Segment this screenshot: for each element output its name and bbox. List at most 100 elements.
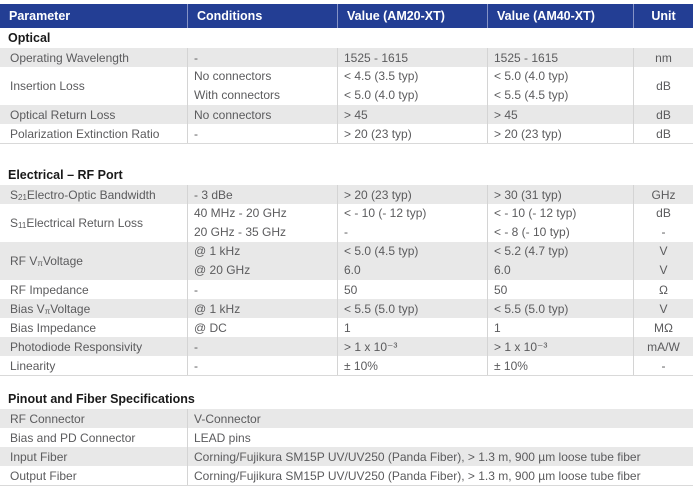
condition-line: @ 20 GHz [194, 263, 251, 277]
cell-value-am20: < 5.0 (4.5 typ) 6.0 [337, 242, 487, 280]
condition-line: No connectors [194, 69, 272, 83]
cell-parameter: Polarization Extinction Ratio [10, 126, 160, 141]
cell-parameter: Bias and PD Connector [10, 430, 136, 445]
cell-parameter: Input Fiber [10, 449, 68, 464]
cell-parameter: Insertion Loss [10, 79, 85, 93]
cell-conditions: @ 1 kHz @ 20 GHz [187, 242, 337, 280]
cell-value: LEAD pins [187, 428, 693, 447]
cell-value-am20: > 20 (23 typ) [337, 185, 487, 204]
col-header-value-am20-xt: Value (AM20-XT) [337, 4, 487, 28]
cell-value-am20: > 1 x 10⁻³ [337, 337, 487, 356]
table-row-insertion-loss: Insertion Loss No connectors With connec… [0, 67, 693, 105]
cell-value-am20: < 4.5 (3.5 typ) < 5.0 (4.0 typ) [337, 67, 487, 105]
cell-conditions: - [187, 356, 337, 375]
cell-value-am40: < 5.5 (5.0 typ) [487, 299, 633, 318]
cell-conditions: 40 MHz - 20 GHz 20 GHz - 35 GHz [187, 204, 337, 242]
cell-value-am20: ± 10% [337, 356, 487, 375]
cell-unit: dB [633, 67, 693, 105]
value-line: < 5.5 (4.5 typ) [494, 88, 569, 102]
cell-parameter: S 11 Electrical Return Loss [10, 216, 144, 230]
condition-line: @ 1 kHz [194, 244, 241, 258]
cell-unit: dB - [633, 204, 693, 242]
parameter-text: S [10, 216, 19, 230]
table-row-rf-impedance: RF Impedance - 50 50 Ω [0, 280, 693, 299]
table-row-s21-electro-optic-bandwidth: S 21 Electro-Optic Bandwidth - 3 dBe > 20… [0, 185, 693, 204]
unit-line: V [659, 263, 668, 277]
value-line: < 5.0 (4.0 typ) [494, 69, 569, 83]
table-row-bias-impedance: Bias Impedance @ DC 1 1 MΩ [0, 318, 693, 337]
cell-unit: - [633, 356, 693, 375]
table-row-polarization-extinction-ratio: Polarization Extinction Ratio - > 20 (23… [0, 124, 693, 143]
section-title-pinout-fiber-specifications: Pinout and Fiber Specifications [8, 392, 195, 406]
cell-unit: dB [633, 124, 693, 143]
cell-value-am40: ± 10% [487, 356, 633, 375]
value-line: < - 10 (- 12 typ) [344, 206, 427, 220]
cell-parameter: Linearity [10, 358, 56, 373]
cell-unit: dB [633, 105, 693, 124]
col-header-value-am40-xt: Value (AM40-XT) [487, 4, 633, 28]
cell-value-am40: < 5.0 (4.0 typ) < 5.5 (4.5 typ) [487, 67, 633, 105]
unit-line: - [661, 225, 666, 239]
cell-conditions: @ 1 kHz [187, 299, 337, 318]
table-row-bias-and-pd-connector: Bias and PD Connector LEAD pins [0, 428, 693, 447]
cell-parameter: Optical Return Loss [10, 107, 116, 122]
cell-conditions: - 3 dBe [187, 185, 337, 204]
table-row-linearity: Linearity - ± 10% ± 10% - [0, 356, 693, 375]
value-line: < 5.0 (4.5 typ) [344, 244, 419, 258]
cell-value: V-Connector [187, 409, 693, 428]
table-row-optical-return-loss: Optical Return Loss No connectors > 45 >… [0, 105, 693, 124]
cell-parameter: Photodiode Responsivity [10, 339, 143, 354]
section-optical-rows: Operating Wavelength - 1525 - 1615 1525 … [0, 48, 693, 144]
col-header-parameter: Parameter [9, 9, 71, 23]
section-optical: Optical Operating Wavelength - 1525 - 16… [0, 28, 693, 144]
table-header-row: Parameter Conditions Value (AM20-XT) Val… [0, 4, 693, 28]
cell-conditions: @ DC [187, 318, 337, 337]
value-line: 6.0 [494, 263, 511, 277]
cell-value-am40: > 1 x 10⁻³ [487, 337, 633, 356]
parameter-text: Electrical Return Loss [26, 216, 144, 230]
value-line: < 5.2 (4.7 typ) [494, 244, 569, 258]
table-row-input-fiber: Input Fiber Corning/Fujikura SM15P UV/UV… [0, 447, 693, 466]
cell-unit: Ω [633, 280, 693, 299]
cell-value-am20: < - 10 (- 12 typ) - [337, 204, 487, 242]
cell-parameter: Output Fiber [10, 468, 77, 483]
unit-line: dB [656, 206, 671, 220]
cell-parameter: Operating Wavelength [10, 50, 129, 65]
value-line: < - 10 (- 12 typ) [494, 206, 577, 220]
table-row-output-fiber: Output Fiber Corning/Fujikura SM15P UV/U… [0, 466, 693, 485]
cell-unit: nm [633, 48, 693, 67]
cell-conditions: - [187, 337, 337, 356]
cell-conditions: - [187, 48, 337, 67]
cell-unit: V V [633, 242, 693, 280]
parameter-text: RF V [10, 254, 38, 268]
cell-parameter: RF Impedance [10, 282, 89, 297]
cell-value-am40: > 45 [487, 105, 633, 124]
cell-value-am40: < 5.2 (4.7 typ) 6.0 [487, 242, 633, 280]
cell-unit: V [633, 299, 693, 318]
cell-value-am20: < 5.5 (5.0 typ) [337, 299, 487, 318]
section-electrical-rows: S 21 Electro-Optic Bandwidth - 3 dBe > 20… [0, 185, 693, 376]
cell-unit: MΩ [633, 318, 693, 337]
cell-unit: GHz [633, 185, 693, 204]
table-row-photodiode-responsivity: Photodiode Responsivity - > 1 x 10⁻³ > 1… [0, 337, 693, 356]
cell-conditions: No connectors [187, 105, 337, 124]
parameter-text: S [10, 187, 19, 202]
unit-line: V [659, 244, 668, 258]
cell-conditions: - [187, 124, 337, 143]
cell-value-am20: 50 [337, 280, 487, 299]
cell-value-am40: 50 [487, 280, 633, 299]
cell-value-am40: > 20 (23 typ) [487, 124, 633, 143]
value-line: - [344, 225, 348, 239]
condition-line: 20 GHz - 35 GHz [194, 225, 287, 239]
section-pinout-rows: RF Connector V-Connector Bias and PD Con… [0, 409, 693, 486]
cell-value-am40: 1525 - 1615 [487, 48, 633, 67]
value-line: 6.0 [344, 263, 361, 277]
cell-value-am40: > 30 (31 typ) [487, 185, 633, 204]
table-row-operating-wavelength: Operating Wavelength - 1525 - 1615 1525 … [0, 48, 693, 67]
condition-line: 40 MHz - 20 GHz [194, 206, 287, 220]
cell-conditions: No connectors With connectors [187, 67, 337, 105]
value-line: < - 8 (- 10 typ) [494, 225, 570, 239]
